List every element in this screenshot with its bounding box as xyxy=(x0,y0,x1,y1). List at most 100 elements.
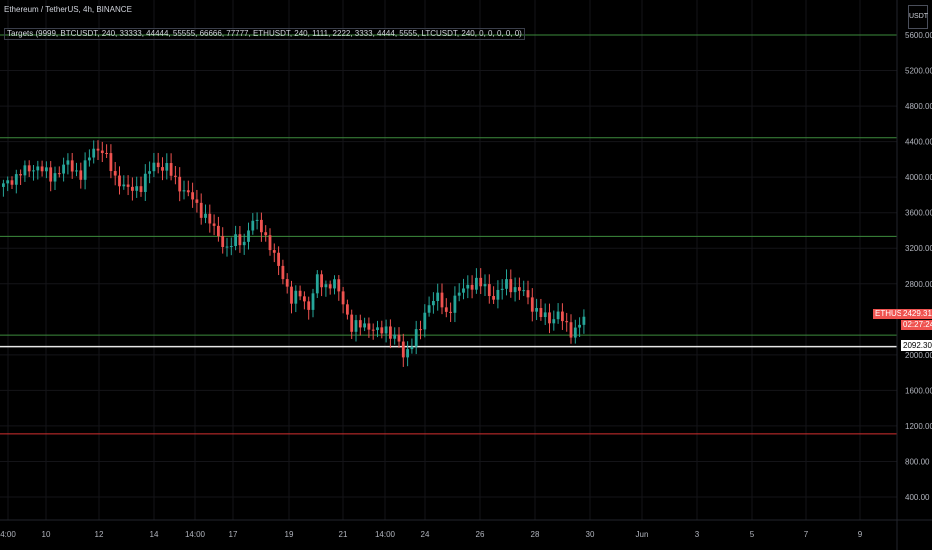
last-price-tag: 2429.31 xyxy=(901,309,932,319)
candle xyxy=(277,246,280,276)
candle xyxy=(303,291,306,310)
candle xyxy=(341,286,345,314)
candle xyxy=(161,157,164,181)
candle xyxy=(561,303,564,330)
candle xyxy=(272,243,276,263)
candle xyxy=(466,275,470,299)
candle xyxy=(131,177,134,201)
candle xyxy=(307,296,311,320)
candle xyxy=(569,314,573,344)
candle xyxy=(505,269,508,296)
candle xyxy=(100,141,104,163)
time-tick-label: 30 xyxy=(586,530,595,539)
candle xyxy=(406,341,409,367)
candle xyxy=(513,277,517,302)
candle xyxy=(135,176,139,198)
candle xyxy=(229,237,233,256)
candle xyxy=(573,319,577,344)
candle xyxy=(479,268,483,295)
candle xyxy=(19,169,22,186)
candle xyxy=(204,204,207,224)
indicator-legend[interactable]: Targets (9999, BTCUSDT, 240, 33333, 4444… xyxy=(4,28,525,40)
candle xyxy=(186,180,190,197)
time-tick-label: 12 xyxy=(95,530,104,539)
price-tick-label: 1600.00 xyxy=(905,386,932,395)
price-tick-label: 2800.00 xyxy=(905,280,932,289)
price-tick-label: 400.00 xyxy=(905,493,930,502)
candle xyxy=(152,152,156,178)
candle xyxy=(509,269,513,298)
time-tick-label: 10 xyxy=(42,530,51,539)
candle xyxy=(281,259,285,285)
candle xyxy=(371,323,375,340)
candle xyxy=(53,166,57,190)
symbol-title[interactable]: Ethereum / TetherUS, 4h, BINANCE xyxy=(4,5,132,14)
candle xyxy=(88,149,91,167)
candle xyxy=(126,175,130,196)
price-axis[interactable]: 5600.00 5200.00 4800.00 4400.00 4000.00 3600.… xyxy=(905,31,932,502)
time-tick-label: 14:00 xyxy=(185,530,206,539)
candle xyxy=(96,140,100,160)
price-tick-label: 3200.00 xyxy=(905,244,932,253)
candle xyxy=(36,160,40,180)
candle xyxy=(45,161,48,179)
candle xyxy=(311,288,315,318)
candle xyxy=(79,162,83,189)
time-tick-label: 4:00 xyxy=(0,530,16,539)
candle xyxy=(522,280,526,296)
candle xyxy=(315,270,319,298)
candle xyxy=(414,320,418,355)
candle xyxy=(92,140,96,164)
candle xyxy=(427,296,431,317)
candle xyxy=(285,273,289,294)
candle xyxy=(337,275,341,301)
candle xyxy=(234,225,237,251)
candle xyxy=(165,153,169,180)
candle xyxy=(225,237,229,257)
white-line-price-tag: 2092.30 xyxy=(901,340,932,351)
target-lines xyxy=(0,34,897,435)
candle xyxy=(475,268,478,294)
candle xyxy=(109,144,113,179)
candle xyxy=(518,277,521,300)
candle xyxy=(578,317,581,338)
candle xyxy=(290,280,293,314)
candle xyxy=(401,333,405,367)
candle xyxy=(462,278,465,300)
candle xyxy=(122,175,126,190)
price-tick-label: 800.00 xyxy=(905,457,930,466)
candle xyxy=(492,286,495,304)
candle xyxy=(156,152,160,174)
candle xyxy=(354,314,358,342)
currency-badge[interactable]: USDT xyxy=(908,5,928,29)
candle xyxy=(212,214,216,236)
candle xyxy=(105,144,108,159)
candle xyxy=(526,280,530,305)
candle xyxy=(346,299,349,320)
candle xyxy=(70,152,74,179)
candle xyxy=(535,298,538,321)
time-tick-label: 5 xyxy=(750,530,755,539)
candle xyxy=(182,180,186,200)
candle xyxy=(6,176,10,192)
candle xyxy=(195,189,199,213)
candle xyxy=(436,283,440,311)
candle xyxy=(543,303,547,326)
candle xyxy=(449,302,452,322)
candle xyxy=(57,166,61,178)
candle xyxy=(113,161,117,186)
candle xyxy=(552,310,556,331)
candle xyxy=(440,283,444,315)
candle xyxy=(539,298,543,321)
candle xyxy=(294,285,298,313)
candle xyxy=(423,304,427,338)
candle xyxy=(23,160,27,182)
chart-grid xyxy=(0,0,897,520)
candle xyxy=(457,283,461,302)
candle xyxy=(2,179,5,197)
candle xyxy=(83,152,87,190)
time-axis[interactable]: 4:00 10 12 14 14:00 17 19 21 14:00 24 26 28 30 Jun 3 5 7… xyxy=(0,530,863,539)
candle xyxy=(32,165,35,181)
